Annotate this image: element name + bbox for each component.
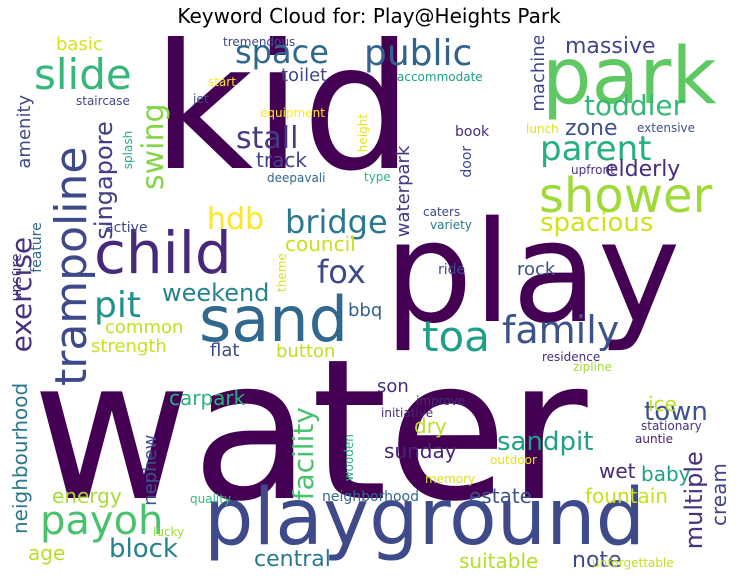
word-fountain: fountain	[585, 484, 668, 508]
word-type: type	[364, 170, 391, 184]
word-bbq: bbq	[348, 300, 383, 321]
word-quality: quality	[190, 492, 232, 506]
word-age: age	[28, 541, 66, 565]
word-caters: caters	[423, 205, 461, 219]
word-parent: parent	[540, 129, 652, 169]
word-theme: theme	[275, 253, 289, 292]
word-block: block	[109, 534, 178, 564]
word-splash: splash	[121, 130, 135, 170]
word-outdoor: outdoor	[490, 453, 537, 467]
word-swing: swing	[136, 103, 171, 190]
word-waterpark: waterpark	[393, 145, 414, 238]
word-auntie: auntie	[635, 432, 673, 446]
word-trampoline: trampoline	[46, 146, 97, 386]
word-slide: slide	[34, 50, 132, 99]
word-sandpit: sandpit	[497, 427, 594, 457]
word-button: button	[276, 341, 336, 362]
word-zone: zone	[565, 116, 618, 141]
word-baby: baby	[641, 462, 691, 486]
word-upfront: upfront	[571, 163, 615, 177]
word-estate: estate	[469, 484, 532, 508]
word-lucky: lucky	[153, 525, 185, 539]
word-toa: toa	[422, 312, 490, 361]
word-public: public	[364, 36, 473, 74]
word-pit: pit	[94, 285, 141, 326]
word-nephew: nephew	[140, 434, 161, 506]
word-toilet: toilet	[281, 65, 328, 86]
word-ice: ice	[648, 392, 677, 416]
word-accommodate: accommodate	[397, 70, 483, 84]
word-door: door	[459, 145, 475, 178]
word-deepavali: deepavali	[267, 171, 326, 185]
word-feature: feature	[29, 222, 45, 273]
word-shower: shower	[539, 168, 713, 224]
word-toddler: toddler	[584, 89, 685, 122]
word-sunday: sunday	[384, 439, 457, 463]
word-amenity: amenity	[14, 94, 35, 169]
word-stall: stall	[236, 121, 299, 156]
word-machine: machine	[528, 36, 549, 112]
word-carpark: carpark	[169, 386, 246, 410]
word-lunch: lunch	[526, 122, 559, 136]
word-improve: improve	[416, 394, 466, 408]
word-dry: dry	[414, 414, 447, 438]
word-neighborhood: neighborhood	[322, 489, 419, 505]
chart-title: Keyword Cloud for: Play@Heights Park	[177, 4, 561, 28]
word-variety: variety	[430, 218, 472, 232]
word-elderly: elderly	[605, 157, 681, 182]
word-strength: strength	[91, 336, 167, 357]
word-active: active	[105, 220, 148, 236]
word-wooden: wooden	[342, 434, 356, 482]
word-track: track	[256, 148, 307, 172]
word-zipline: zipline	[573, 360, 612, 374]
word-wet: wet	[599, 459, 636, 483]
word-facility: facility	[287, 407, 320, 501]
word-stationary: stationary	[641, 419, 702, 433]
word-cream: cream	[707, 463, 726, 526]
word-kid: kid	[152, 36, 414, 210]
word-playground: playground	[204, 473, 646, 563]
word-central: central	[254, 547, 331, 572]
word-jet: jet	[193, 92, 209, 106]
word-unsure: unsure	[12, 253, 25, 302]
word-water: water	[32, 317, 588, 544]
word-town: town	[644, 397, 708, 427]
word-residence: residence	[542, 350, 601, 364]
word-equipment: equipment	[260, 106, 325, 120]
word-suitable: suitable	[459, 549, 539, 573]
word-height: height	[356, 113, 370, 153]
word-council: council	[285, 232, 356, 256]
word-space: space	[235, 36, 329, 71]
word-common: common	[105, 317, 184, 338]
word-basic: basic	[56, 36, 103, 55]
word-initiative: initiative	[381, 406, 434, 420]
word-tremendous: tremendous	[223, 36, 296, 49]
word-weekend: weekend	[162, 279, 270, 307]
word-staircase: staircase	[76, 94, 130, 108]
word-payoh: payoh	[40, 498, 164, 544]
word-ride: ride	[438, 262, 466, 278]
word-child: child	[94, 219, 232, 287]
word-neighbourhood: neighbourhood	[12, 382, 32, 534]
word-massive: massive	[565, 36, 656, 59]
word-park: park	[542, 36, 717, 122]
word-cloud: water kid play playground park sand child showe…	[12, 36, 726, 576]
word-play: play	[384, 192, 681, 355]
word-hdb: hdb	[207, 202, 265, 237]
word-flat: flat	[210, 340, 240, 361]
word-spacious: spacious	[540, 208, 654, 238]
word-unforgettable: unforgettable	[592, 556, 674, 570]
word-note: note	[572, 548, 622, 573]
word-extensive: extensive	[637, 121, 696, 135]
word-fox: fox	[317, 253, 366, 291]
word-sand: sand	[199, 283, 348, 356]
word-family: family	[502, 308, 620, 352]
word-son: son	[377, 376, 409, 397]
word-bridge: bridge	[285, 203, 388, 241]
word-memory: memory	[425, 472, 476, 486]
word-energy: energy	[52, 484, 122, 508]
word-rock: rock	[517, 259, 556, 280]
word-book: book	[455, 124, 490, 140]
word-start: start	[208, 75, 236, 89]
